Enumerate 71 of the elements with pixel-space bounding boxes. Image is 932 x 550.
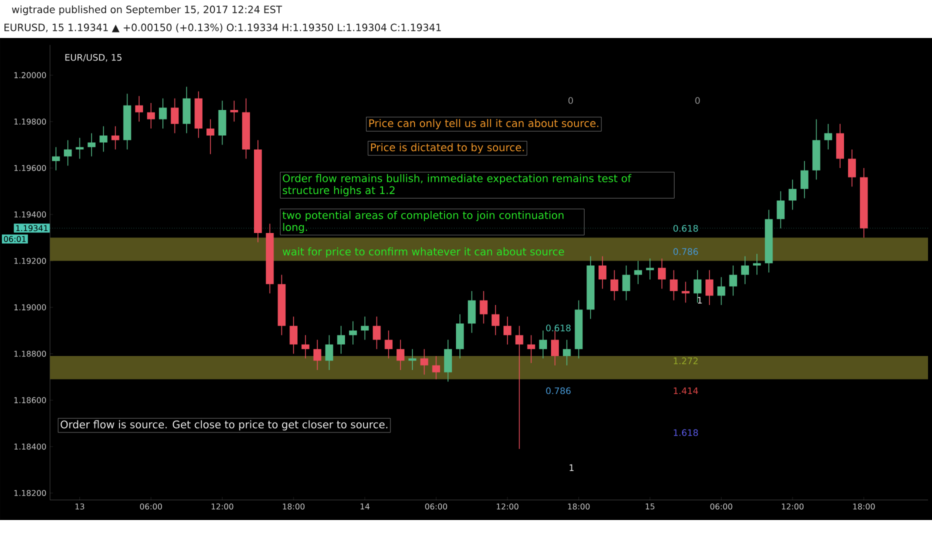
candlestick — [230, 100, 238, 122]
candlestick — [384, 330, 393, 359]
candlestick — [158, 98, 167, 129]
candlestick — [396, 339, 404, 370]
candlestick — [302, 334, 310, 359]
candlestick — [492, 304, 500, 336]
annotation: Price can only tell us all it can about source. — [369, 119, 598, 130]
candlestick — [527, 334, 536, 364]
chart-title: wigtrade published on September 15, 2017 12:24 EST — [12, 6, 282, 16]
candlestick — [515, 325, 524, 450]
annotation: Price is dictated to by source. — [371, 143, 524, 154]
candlestick — [76, 137, 84, 160]
candlestick — [658, 258, 666, 290]
candlestick — [741, 256, 749, 284]
annotation: 1.618 — [674, 429, 698, 436]
candlestick — [753, 254, 761, 276]
candlestick — [729, 265, 738, 296]
candlestick — [64, 140, 72, 166]
candlestick — [800, 160, 808, 199]
annotation: 0.618 — [546, 324, 571, 332]
annotation: 1.414 — [674, 388, 698, 394]
candlestick — [610, 270, 618, 301]
candlestick — [88, 132, 96, 157]
candlestick — [705, 270, 714, 306]
candlestick — [694, 270, 702, 304]
annotation: 0.618 — [673, 224, 698, 232]
candlestick — [551, 330, 559, 366]
candlestick — [372, 316, 381, 350]
candlestick — [52, 146, 60, 171]
candlestick — [100, 126, 108, 152]
candlestick — [468, 290, 476, 334]
candlestick — [682, 281, 690, 304]
annotation: wait for price to confirm whatever it can about source — [282, 247, 564, 258]
candlestick — [480, 290, 488, 324]
candlestick — [349, 320, 357, 345]
candlestick — [670, 270, 678, 301]
candlestick — [539, 330, 547, 359]
annotation: Order flow remains bullish, immediate expectation remains test of structure highs at 1.2 — [282, 174, 632, 196]
candlestick — [717, 276, 726, 306]
candlestick — [562, 339, 571, 366]
candlestick — [360, 316, 369, 340]
annotation: two potential areas of completion to join continuation long. — [282, 210, 564, 234]
candlestick — [848, 149, 856, 187]
candlestick — [788, 179, 796, 210]
candlestick — [170, 98, 179, 134]
chart-subtitle: EURUSD, 15 1.19341 ▲ +0.00150 (+0.13%) O:1.19334 H:1.19350 L:1.19304 C:1.19341 — [4, 24, 441, 32]
candlestick — [420, 348, 428, 376]
candlestick — [776, 190, 785, 229]
candlestick — [135, 96, 144, 122]
candlestick — [598, 256, 606, 290]
candlestick — [325, 334, 334, 370]
annotation: 0.786 — [673, 248, 698, 255]
annotation: 0 — [568, 97, 573, 104]
annotation: 0 — [695, 97, 700, 104]
candlestick — [824, 124, 832, 150]
candlestick — [504, 316, 512, 345]
candlestick — [337, 325, 346, 354]
annotation: Order flow is source. Get close to price to get closer to source. — [60, 420, 388, 430]
candlestick — [432, 356, 440, 380]
candlestick — [290, 316, 298, 354]
candlestick — [444, 339, 452, 382]
annotation: 1 — [570, 464, 574, 471]
annotation: 0.786 — [546, 387, 571, 394]
candlestick — [622, 265, 630, 301]
annotation: EUR/USD, 15 — [65, 54, 122, 62]
annotation: 1.272 — [674, 357, 698, 364]
candlestick — [147, 102, 155, 129]
candlestick — [634, 260, 642, 284]
candlestick — [111, 126, 120, 150]
candlestick — [313, 339, 322, 370]
candlestick — [206, 118, 214, 154]
